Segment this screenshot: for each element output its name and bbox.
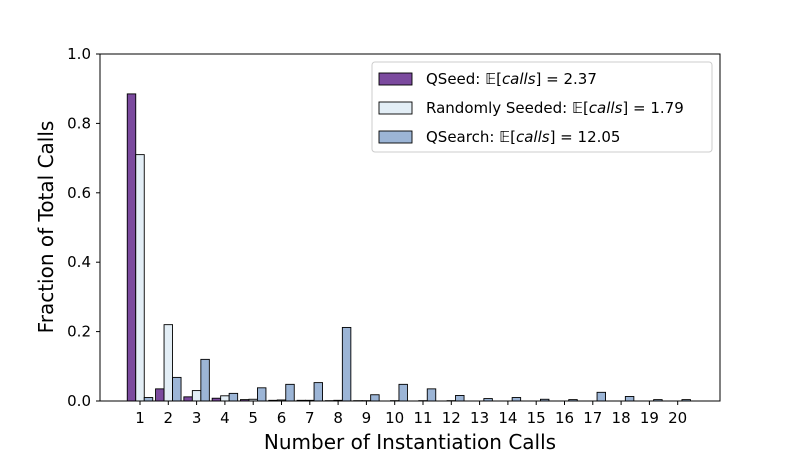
- bar: [512, 398, 521, 401]
- series-qsearch: [144, 327, 690, 401]
- legend-label: QSeed: 𝔼[calls] = 2.37: [426, 70, 597, 88]
- series-randomly-seeded: [136, 155, 456, 401]
- y-tick-label: 0.6: [67, 184, 91, 202]
- bar: [136, 155, 145, 401]
- legend-label: Randomly Seeded: 𝔼[calls] = 1.79: [426, 99, 684, 117]
- bar: [229, 393, 238, 401]
- bar: [286, 384, 295, 401]
- x-tick-label: 14: [498, 409, 517, 427]
- x-tick-label: 20: [668, 409, 687, 427]
- bar: [314, 383, 323, 401]
- x-tick-label: 7: [305, 409, 315, 427]
- legend-swatch: [379, 73, 412, 85]
- x-tick-label: 12: [442, 409, 461, 427]
- y-axis-title: Fraction of Total Calls: [34, 121, 58, 334]
- x-tick-label: 6: [277, 409, 287, 427]
- bar: [427, 389, 436, 401]
- bar: [221, 396, 230, 401]
- x-tick-label: 13: [470, 409, 489, 427]
- y-tick-label: 0.2: [67, 323, 91, 341]
- bar: [144, 398, 153, 401]
- x-tick-label: 3: [192, 409, 202, 427]
- x-tick-label: 10: [385, 409, 404, 427]
- y-tick-label: 1.0: [67, 45, 91, 63]
- x-tick-label: 19: [640, 409, 659, 427]
- x-axis-title: Number of Instantiation Calls: [264, 430, 556, 450]
- bar: [184, 397, 193, 401]
- x-tick-label: 17: [583, 409, 602, 427]
- x-tick-label: 2: [164, 409, 174, 427]
- y-axis-ticks: 0.0 0.2 0.4 0.6 0.8 1.0: [67, 45, 100, 410]
- x-tick-label: 11: [413, 409, 432, 427]
- x-tick-label: 5: [248, 409, 258, 427]
- bar: [164, 325, 173, 401]
- bar: [371, 395, 380, 401]
- x-tick-label: 1: [135, 409, 145, 427]
- bar: [399, 384, 408, 401]
- legend-swatch: [379, 131, 412, 143]
- legend-label: QSearch: 𝔼[calls] = 12.05: [426, 128, 620, 146]
- x-tick-label: 16: [555, 409, 574, 427]
- x-tick-label: 15: [527, 409, 546, 427]
- series-qseed: [127, 94, 362, 401]
- bar: [156, 389, 165, 401]
- bar: [173, 377, 182, 401]
- bar: [342, 327, 351, 401]
- bar: [192, 391, 201, 401]
- y-tick-label: 0.0: [67, 392, 91, 410]
- x-tick-label: 8: [333, 409, 343, 427]
- bar: [597, 392, 606, 401]
- y-tick-label: 0.8: [67, 114, 91, 132]
- bar: [456, 395, 465, 401]
- legend-swatch: [379, 102, 412, 114]
- bar: [201, 359, 210, 401]
- legend: QSeed: 𝔼[calls] = 2.37 Randomly Seeded: 𝔼…: [372, 62, 712, 152]
- bar: [127, 94, 136, 401]
- x-tick-label: 18: [612, 409, 631, 427]
- y-tick-label: 0.4: [67, 253, 91, 271]
- bar: [257, 388, 266, 401]
- x-tick-label: 4: [220, 409, 230, 427]
- bar: [625, 396, 634, 401]
- x-tick-label: 9: [362, 409, 372, 427]
